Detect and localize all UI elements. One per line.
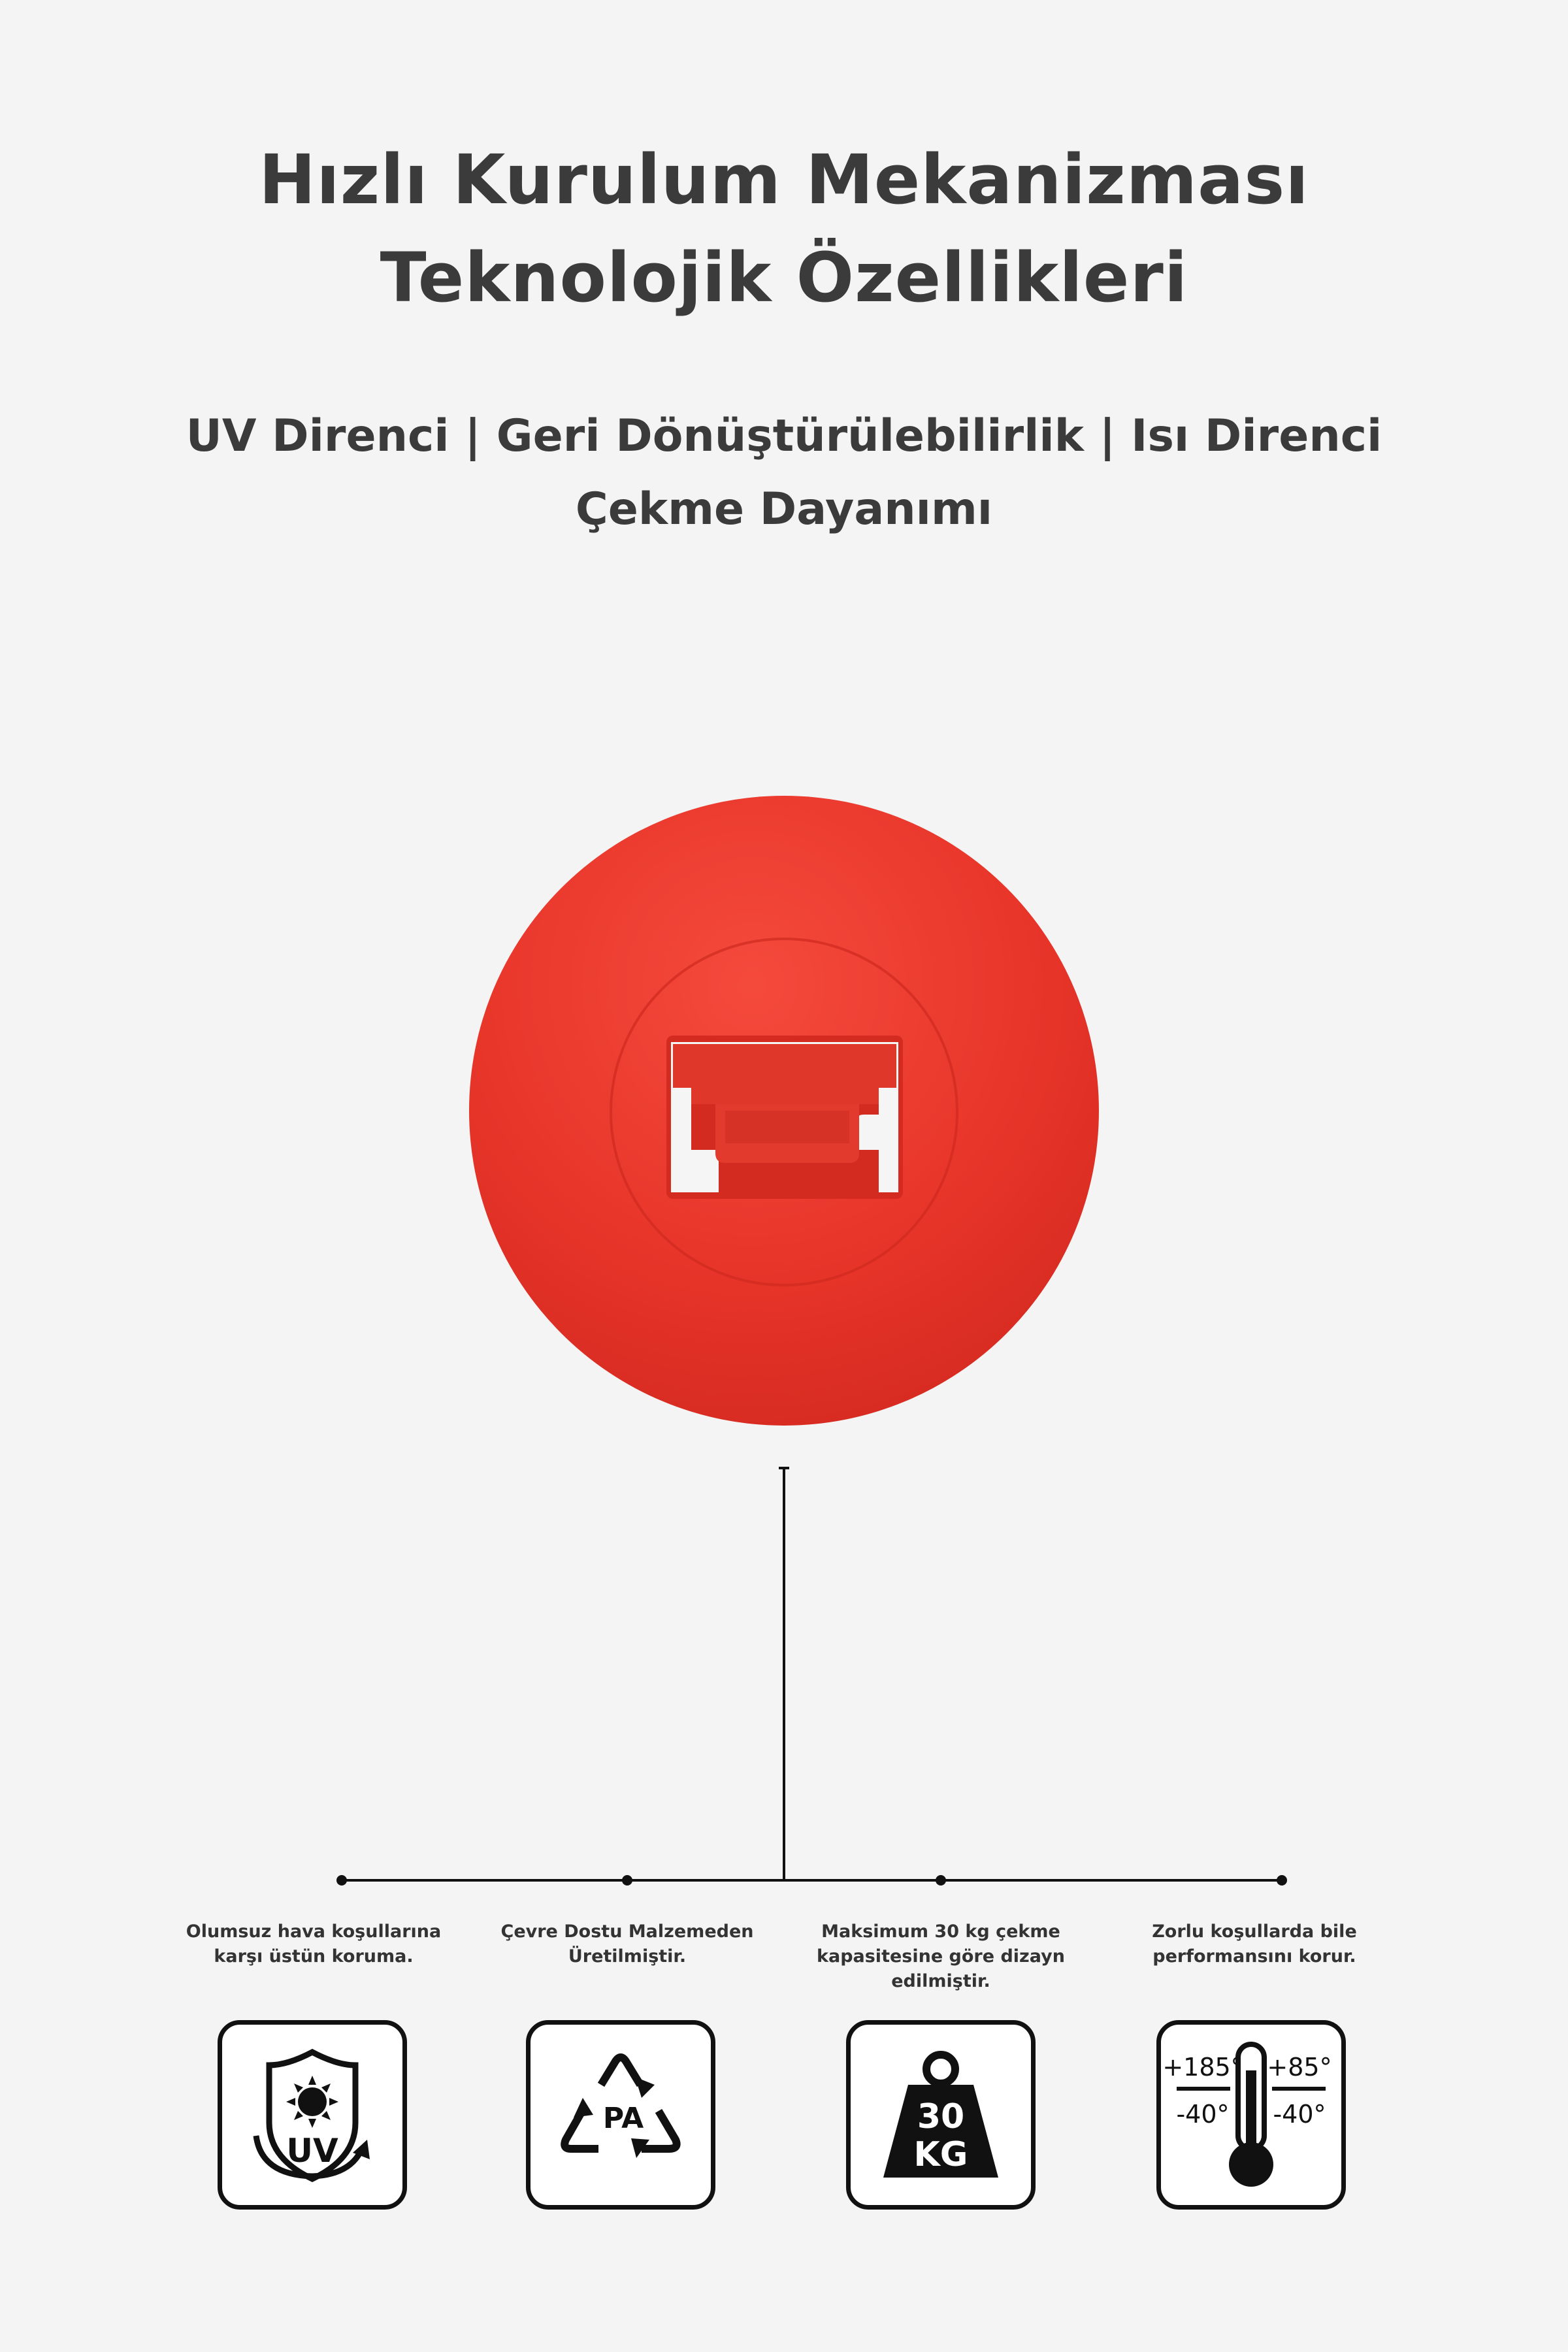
feature-caption-uv: Olumsuz hava koşullarına karşı üstün kor… xyxy=(170,1919,457,1969)
temp-high-left: +185° xyxy=(1162,2053,1243,2082)
connector-dot-3 xyxy=(936,1875,946,1886)
weight-icon: 30 KG xyxy=(883,2051,998,2178)
thermometer-icon-box: +185° +85° -40° -40° xyxy=(1156,2020,1346,2210)
feature-caption-temperature: Zorlu koşullarda bile performansını koru… xyxy=(1111,1919,1398,1969)
caption-line: kapasitesine göre dizayn xyxy=(817,1946,1065,1967)
weight-icon-number: 30 xyxy=(917,2097,964,2136)
subtitle-line-2: Çekme Dayanımı xyxy=(575,483,993,535)
temp-low-right: -40° xyxy=(1273,2100,1326,2129)
caption-line: Üretilmiştir. xyxy=(568,1946,687,1967)
title-line-2: Teknolojik Özellikleri xyxy=(380,238,1188,318)
recycle-icon: PA xyxy=(561,2053,681,2158)
feature-caption-recycle: Çevre Dostu Malzemeden Üretilmiştir. xyxy=(483,1919,771,1969)
caption-line: Olumsuz hava koşullarına xyxy=(186,1921,442,1942)
temp-high-right: +85° xyxy=(1267,2053,1331,2082)
caption-line: performansını korur. xyxy=(1152,1946,1356,1967)
weight-icon-box: 30 KG xyxy=(846,2020,1036,2210)
title-line-1: Hızlı Kurulum Mekanizması xyxy=(259,140,1309,220)
clip-tongue-shadow xyxy=(725,1111,849,1143)
caption-line: karşı üstün koruma. xyxy=(214,1946,414,1967)
recycle-icon-box: PA xyxy=(526,2020,715,2210)
temp-low-left: -40° xyxy=(1176,2100,1229,2129)
uv-shield-icon-box: UV xyxy=(218,2020,407,2210)
page-title: Hızlı Kurulum Mekanizması Teknolojik Öze… xyxy=(0,131,1568,327)
caption-line: Maksimum 30 kg çekme xyxy=(821,1921,1060,1942)
weight-icon-unit: KG xyxy=(914,2135,968,2174)
pa-icon-text: PA xyxy=(603,2102,644,2135)
subtitle-line-1: UV Direnci | Geri Dönüştürülebilirlik | … xyxy=(186,410,1382,462)
connector-dot-4 xyxy=(1277,1875,1287,1886)
thermometer-icon: +185° +85° -40° -40° xyxy=(1162,2042,1332,2187)
feature-caption-weight: Maksimum 30 kg çekme kapasitesine göre d… xyxy=(797,1919,1085,1994)
connector-dot-2 xyxy=(622,1875,632,1886)
uv-icon-text: UV xyxy=(286,2132,338,2170)
page-subtitle: UV Direnci | Geri Dönüştürülebilirlik | … xyxy=(0,400,1568,546)
caption-line: edilmiştir. xyxy=(891,1971,990,1991)
caption-line: Zorlu koşullarda bile xyxy=(1152,1921,1357,1942)
caption-line: Çevre Dostu Malzemeden xyxy=(500,1921,754,1942)
disc-inner-ring xyxy=(610,938,958,1286)
uv-shield-icon: UV xyxy=(253,2048,370,2182)
connector-dot-1 xyxy=(336,1875,347,1886)
slot-inner-clip xyxy=(673,1044,896,1104)
